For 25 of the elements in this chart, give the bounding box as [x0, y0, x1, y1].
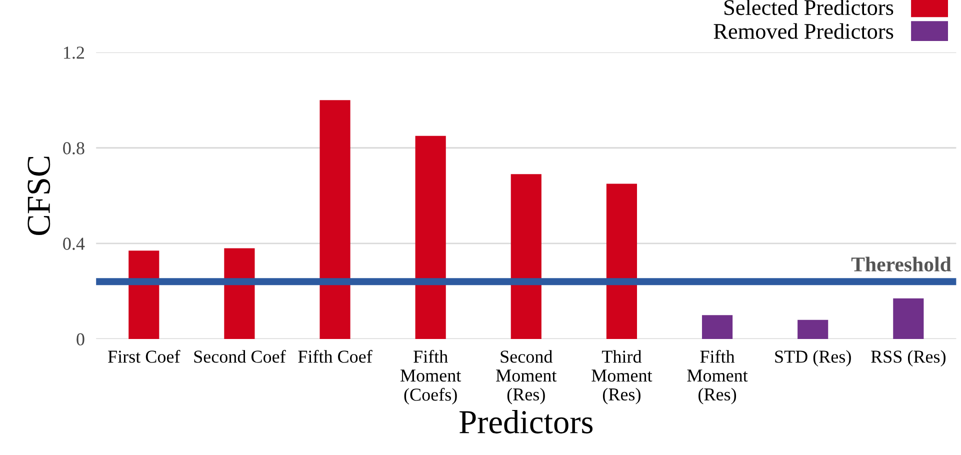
y-tick-label: 0.4	[63, 238, 85, 250]
x-axis-title: Predictors	[460, 410, 593, 434]
x-tick-label: Second Coef	[194, 350, 286, 363]
y-axis-title: CFSC	[28, 156, 50, 236]
bar	[606, 184, 638, 339]
bar	[798, 320, 828, 339]
ref-line-label: Thereshold	[851, 256, 952, 272]
y-tick-label: 0.8	[63, 142, 84, 154]
y-tick-label: 1.2	[64, 46, 84, 59]
bar	[893, 298, 924, 339]
bar	[320, 100, 350, 339]
x-tick-label: Second Moment (Res)	[496, 350, 557, 404]
bar	[510, 174, 542, 339]
x-tick-label: Third Moment (Res)	[592, 350, 652, 404]
x-tick-label: Fifth Moment (Res)	[687, 350, 748, 404]
bar	[702, 315, 733, 339]
x-tick-label: Fifth Moment (Coefs)	[400, 350, 462, 404]
x-tick-label: STD (Res)	[775, 350, 851, 366]
x-tick-label: First Coef	[108, 350, 180, 363]
bar	[224, 248, 255, 339]
x-tick-label: RSS (Res)	[871, 350, 946, 366]
bar	[415, 136, 446, 339]
y-tick-label: 0	[76, 333, 84, 346]
x-tick-label: Fifth Coef	[298, 350, 372, 363]
legend-label: Removed Predictors	[714, 23, 894, 39]
